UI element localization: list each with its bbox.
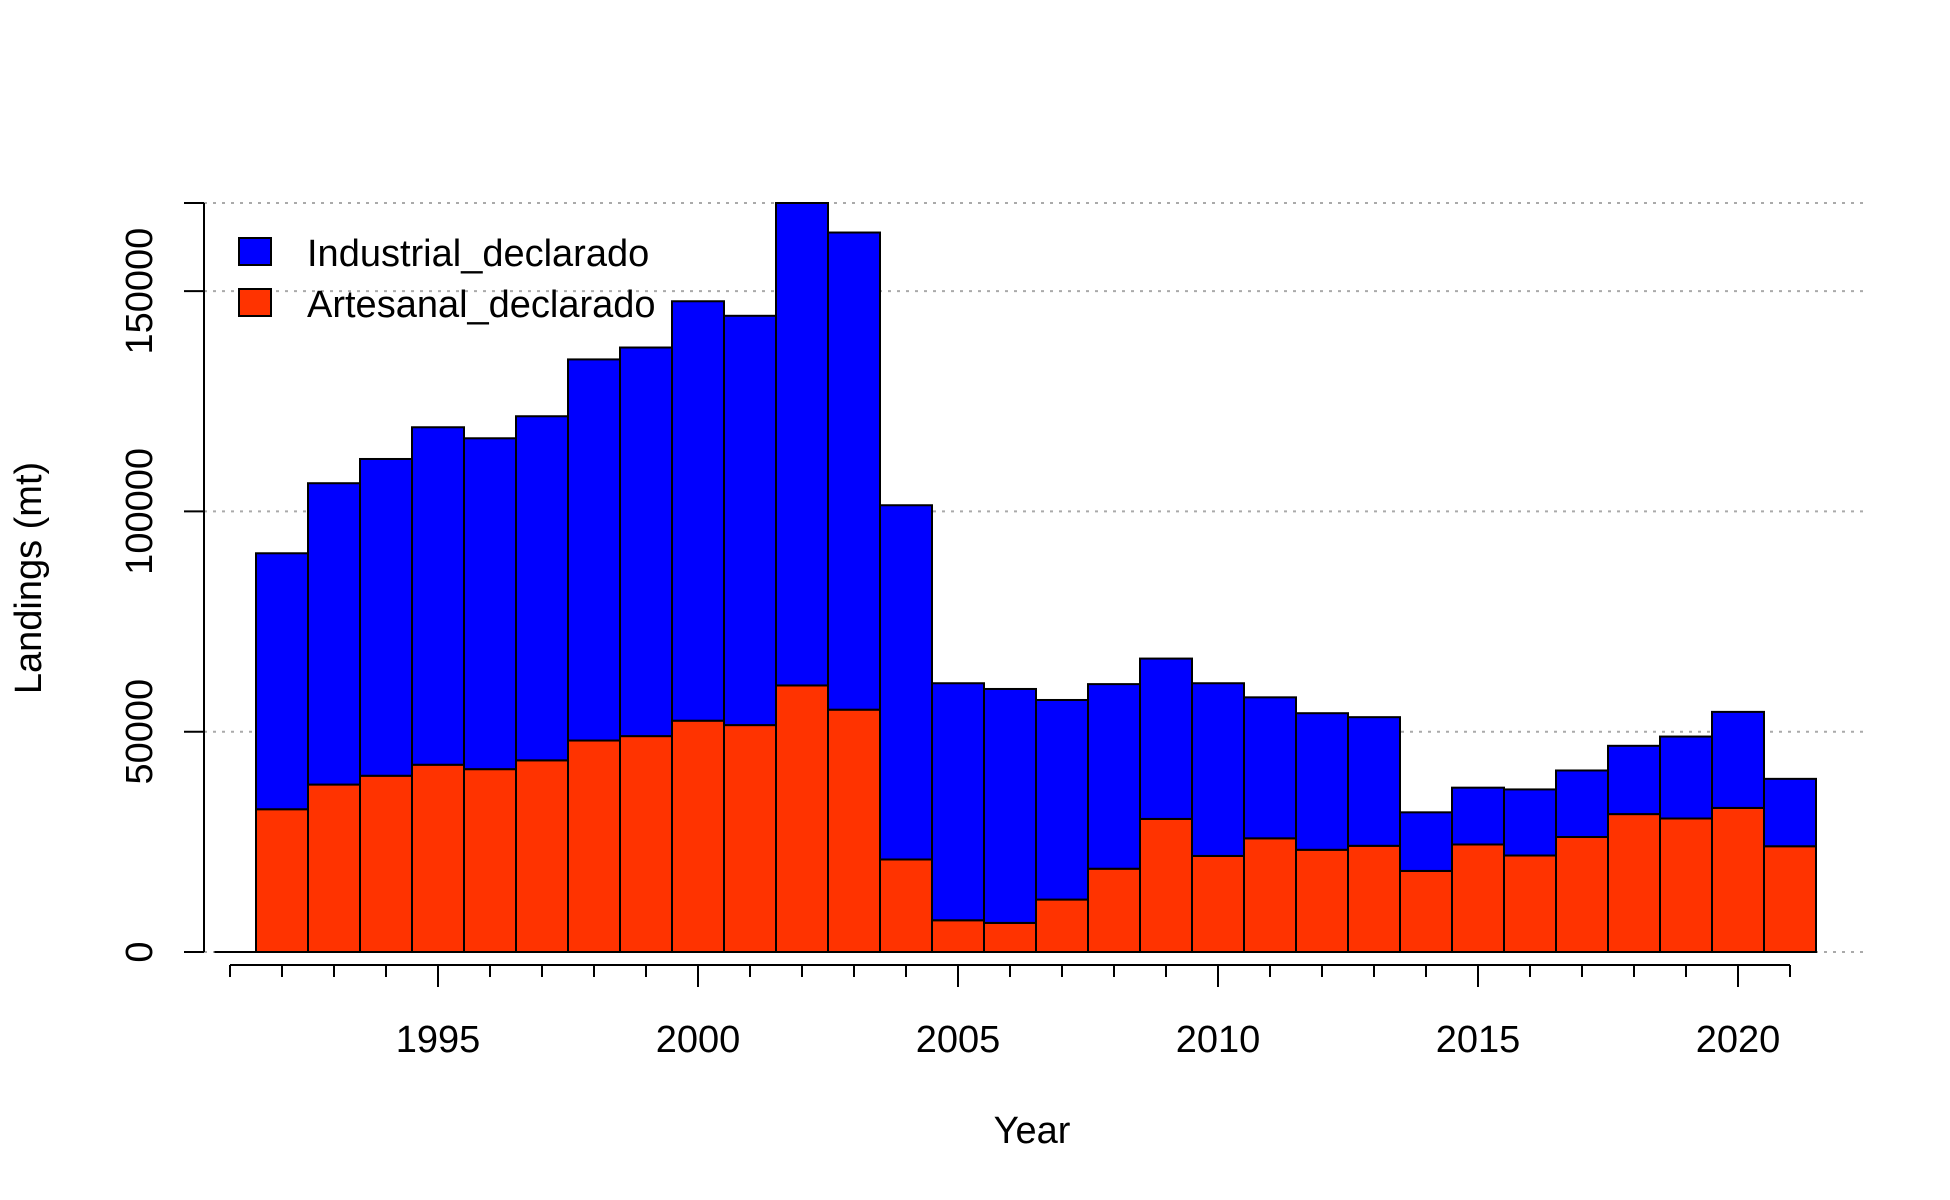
bar-artesanal-2011 <box>1243 837 1297 954</box>
bar-industrial-2003 <box>827 231 881 711</box>
bar-artesanal-2012 <box>1295 848 1349 953</box>
bar-artesanal-2001 <box>723 724 777 953</box>
bar-artesanal-2007 <box>1035 898 1089 954</box>
ticks: 0 50000 100000 150000 1995 2000 2005 2010 2015 20… <box>119 202 1791 1061</box>
bar-industrial-2020 <box>1711 710 1765 809</box>
bar-artesanal-2009 <box>1139 817 1193 954</box>
x-tick-label: 1995 <box>396 1019 481 1061</box>
bar-artesanal-2008 <box>1087 867 1141 953</box>
bar-industrial-2013 <box>1347 716 1401 847</box>
bar-industrial-2007 <box>1035 698 1089 901</box>
bar-artesanal-1994 <box>359 774 413 953</box>
bar-industrial-1996 <box>463 437 517 771</box>
bar-industrial-2008 <box>1087 683 1141 870</box>
legend: Industrial_declarado Artesanal_declarado <box>238 233 656 326</box>
bar-industrial-1994 <box>359 457 413 777</box>
bar-artesanal-2014 <box>1399 869 1453 953</box>
y-tick-label: 0 <box>119 941 161 962</box>
bar-artesanal-2003 <box>827 708 881 953</box>
bar-industrial-2002 <box>775 202 829 687</box>
bar-industrial-2016 <box>1503 788 1557 857</box>
bar-artesanal-2013 <box>1347 844 1401 953</box>
bar-industrial-2011 <box>1243 696 1297 840</box>
bar-artesanal-2000 <box>671 719 725 953</box>
y-tick-label: 50000 <box>119 679 161 785</box>
bars <box>214 202 1817 954</box>
y-tick-label: 150000 <box>119 228 161 355</box>
bar-artesanal-2021 <box>1763 845 1817 954</box>
bar-industrial-2009 <box>1139 657 1193 820</box>
bar-artesanal-1996 <box>463 768 517 953</box>
bar-industrial-1997 <box>515 415 569 762</box>
bar-industrial-2015 <box>1451 786 1505 846</box>
bar-artesanal-2020 <box>1711 806 1765 954</box>
bar-industrial-2017 <box>1555 769 1609 839</box>
bar-industrial-2006 <box>983 687 1037 924</box>
bar-artesanal-1998 <box>567 739 621 953</box>
bar-artesanal-1999 <box>619 735 673 953</box>
bar-industrial-1993 <box>307 482 361 786</box>
bar-artesanal-2002 <box>775 684 829 953</box>
bar-artesanal-2006 <box>983 921 1037 954</box>
legend-swatch-industrial <box>238 237 272 266</box>
bar-artesanal-2017 <box>1555 836 1609 953</box>
y-axis-title: Landings (mt) <box>8 462 50 694</box>
bar-industrial-1992 <box>255 552 309 811</box>
bar-industrial-2004 <box>879 504 933 861</box>
bar-artesanal-1997 <box>515 759 569 953</box>
bar-artesanal-1992 <box>255 808 309 953</box>
x-tick-label: 2000 <box>656 1019 741 1061</box>
legend-swatch-artesanal <box>238 288 272 317</box>
bar-artesanal-2018 <box>1607 813 1661 953</box>
x-tick-label: 2010 <box>1176 1019 1261 1061</box>
x-tick-label: 2020 <box>1696 1019 1781 1061</box>
bar-artesanal-2016 <box>1503 854 1557 953</box>
bar-artesanal-1993 <box>307 783 361 953</box>
x-axis-title: Year <box>994 1110 1071 1152</box>
bar-industrial-2021 <box>1763 777 1817 848</box>
bar-industrial-2018 <box>1607 744 1661 816</box>
x-tick-label: 2015 <box>1436 1019 1521 1061</box>
legend-label-industrial: Industrial_declarado <box>307 233 649 275</box>
x-tick-label: 2005 <box>916 1019 1001 1061</box>
legend-label-artesanal: Artesanal_declarado <box>307 284 656 326</box>
bar-artesanal-2004 <box>879 858 933 953</box>
bar-artesanal-2019 <box>1659 817 1713 953</box>
bar-artesanal-2005 <box>931 919 985 954</box>
y-tick-label: 100000 <box>119 448 161 575</box>
bar-industrial-2014 <box>1399 811 1453 872</box>
bar-industrial-2012 <box>1295 712 1349 851</box>
bar-artesanal-1995 <box>411 763 465 953</box>
bar-industrial-2000 <box>671 300 725 722</box>
bar-industrial-2010 <box>1191 682 1245 857</box>
bar-artesanal-2010 <box>1191 854 1245 954</box>
bar-industrial-1999 <box>619 346 673 738</box>
bar-industrial-2001 <box>723 314 777 727</box>
bar-industrial-2005 <box>931 682 985 922</box>
bar-artesanal-2015 <box>1451 843 1505 953</box>
bar-industrial-1998 <box>567 358 621 742</box>
bar-industrial-2019 <box>1659 735 1713 820</box>
bar-industrial-1995 <box>411 426 465 766</box>
